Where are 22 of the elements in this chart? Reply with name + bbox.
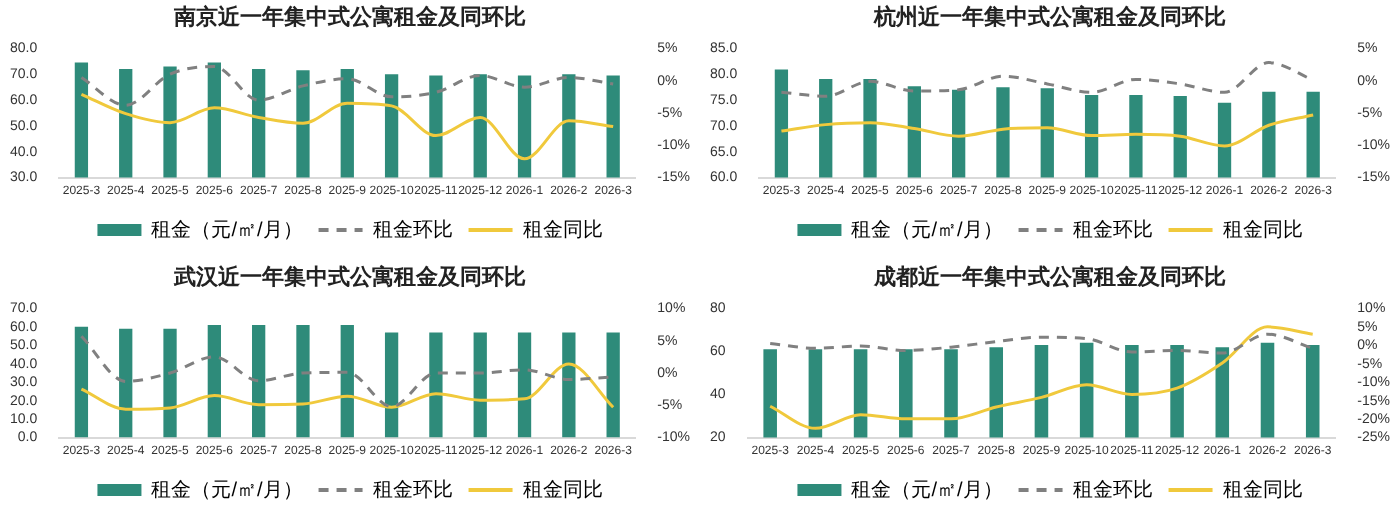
chart-title: 杭州近一年集中式公寓租金及同环比 — [871, 2, 1228, 34]
legend-label: 租金环比 — [372, 217, 453, 242]
legend-label: 租金（元/㎡/月） — [151, 217, 303, 242]
legend-label: 租金（元/㎡/月） — [851, 477, 1003, 502]
chart-title: 成都近一年集中式公寓租金及同环比 — [872, 262, 1228, 294]
legend-label: 租金环比 — [372, 477, 453, 502]
chart-title: 南京近一年集中式公寓租金及同环比 — [172, 2, 528, 34]
legend-label: 租金同比 — [1222, 477, 1303, 502]
line-series — [779, 113, 1315, 148]
legend-label: 租金环比 — [1072, 217, 1153, 242]
legend-label: 租金同比 — [522, 477, 603, 502]
line-series — [79, 92, 615, 161]
line-series — [768, 325, 1315, 430]
legend-label: 租金（元/㎡/月） — [151, 477, 303, 502]
legend-label: 租金（元/㎡/月） — [851, 217, 1003, 242]
line-series — [79, 64, 615, 107]
legend-label: 租金同比 — [522, 217, 603, 242]
line-series — [768, 332, 1315, 355]
chart-title: 武汉近一年集中式公寓租金及同环比 — [171, 262, 528, 294]
line-series — [79, 362, 615, 411]
legend-label: 租金同比 — [1222, 217, 1303, 242]
legend-label: 租金环比 — [1072, 477, 1153, 502]
